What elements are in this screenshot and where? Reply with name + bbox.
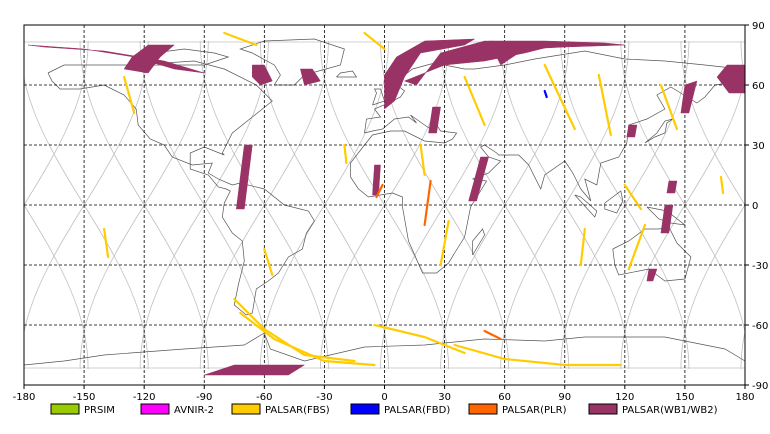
orbit-track [680,204,745,370]
swath-wb [660,204,674,234]
x-tick-label: -120 [133,392,156,403]
swath-wb [666,180,678,194]
swath-palsar-fbs [439,219,450,267]
graticule [24,25,745,385]
swath-wb [716,64,745,94]
x-tick-label: 0 [381,392,387,403]
swath-palsar-fbs [373,323,466,355]
x-tick-label: 90 [558,392,571,403]
legend-item: PALSAR(FBS) [231,403,330,416]
legend-label: PALSAR(FBS) [265,405,330,416]
swath-palsar-fbs [363,31,386,51]
swath-palsar-fbs [343,143,348,165]
swath-wb [468,156,489,202]
legend-item: PALSAR(FBD) [350,403,450,416]
legend-swatch [468,403,498,415]
swath-palsar-fbs [579,227,586,267]
x-tick-label: -60 [256,392,272,403]
coastline [336,70,358,78]
swath-wb [384,38,475,110]
swath-palsar-fbs [263,247,274,277]
swath-palsar-fbs [543,63,576,131]
swath-wb [204,364,306,376]
coastline [612,226,692,282]
legend-swatch [350,403,380,415]
x-tick-label: -180 [13,392,36,403]
swath-palsar-fbs [453,343,622,367]
y-tick-label: 60 [752,81,765,92]
swath-palsar-plr [423,179,432,227]
swath-palsar-fbs [239,311,376,367]
swath-palsar-plr [483,329,502,341]
swath-wb [680,80,698,114]
x-tick-label: 150 [675,392,694,403]
coastline [646,206,687,226]
swath-palsar-fbs [719,175,725,195]
swath-wb [27,44,205,74]
swath-wb [646,268,658,282]
swath-palsar-fbs [623,183,643,211]
y-tick-label: 0 [752,201,758,212]
x-tick-label: 180 [735,392,754,403]
coastline [472,228,485,256]
swath-wb [236,144,253,210]
swath-palsar-fbs [463,75,486,127]
legend-label: PRSIM [84,405,115,416]
x-tick-label: -150 [73,392,96,403]
legend-item: AVNIR-2 [140,403,214,416]
y-tick-label: -60 [752,321,768,332]
coastline [574,194,598,218]
longitude-tick-labels: -180 -150 -120 -90 -60 -30 0 30 60 90 120 150 180 [13,385,755,403]
legend-item: PALSAR(PLR) [468,403,567,416]
coastline [604,190,624,214]
legend-label: PALSAR(FBD) [384,405,450,416]
observation-swaths [27,31,745,376]
swath-wb [300,68,321,86]
swath-wb [123,44,175,74]
coastline [644,118,674,144]
swath-palsar-fbs [233,297,356,363]
y-tick-label: -30 [752,261,768,272]
swath-palsar-fbs [102,227,110,259]
legend-swatch [231,403,261,415]
y-tick-label: 30 [752,141,765,152]
map-plot-area [24,25,745,385]
swath-palsar-fbs [122,75,136,115]
y-tick-label: 90 [752,21,765,32]
x-tick-label: -90 [196,392,212,403]
x-tick-label: 60 [498,392,511,403]
swath-palsar-fbs [659,83,679,131]
legend-label: AVNIR-2 [174,405,214,416]
orbit-track [24,204,89,370]
swath-palsar-fbs [223,31,258,47]
legend-swatch [588,403,618,415]
coastline [350,50,742,274]
x-tick-label: 30 [438,392,451,403]
legend-item: PALSAR(WB1/WB2) [588,403,718,416]
orbit-track [24,40,89,206]
swath-wb [488,40,625,66]
y-tick-label: -90 [752,381,768,392]
latitude-tick-labels: 90 60 30 0 -30 -60 -90 [745,21,768,392]
x-tick-label: -30 [316,392,332,403]
legend-label: PALSAR(WB1/WB2) [622,405,718,416]
swath-palsar-fbd [543,89,548,99]
x-tick-label: 120 [615,392,634,403]
swath-palsar-fbs [419,143,426,177]
swath-wb [428,106,441,134]
swath-palsar-fbs [627,223,647,271]
legend-swatch [50,403,80,415]
swath-wb [626,124,638,138]
swath-wb [252,64,273,86]
swath-palsar-plr [375,183,384,199]
legend-item: PRSIM [50,403,115,416]
swath-palsar-fbs [597,73,612,137]
legend-swatch [140,403,170,415]
legend: PRSIM AVNIR-2 PALSAR(FBS) PALSAR(FBD) PALSAR… [50,403,718,416]
legend-label: PALSAR(PLR) [502,405,567,416]
coastline [372,88,385,106]
